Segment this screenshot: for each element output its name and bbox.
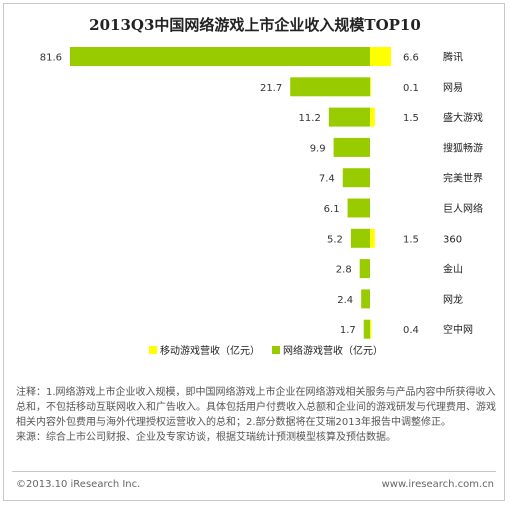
label-mobile-1: 0.1 [403, 83, 419, 94]
chart-title: 2013Q3中国网络游戏上市企业收入规模TOP10 [89, 16, 421, 34]
bar-network-5 [347, 198, 370, 218]
category-label-4: 完美世界 [443, 172, 483, 185]
notes-annotation: 注释：1.网络游戏上市企业收入规模，即中国网络游戏上市企业在网络游戏相关服务与产… [16, 387, 496, 428]
category-label-7: 金山 [443, 263, 463, 276]
category-label-9: 空中网 [443, 323, 473, 336]
label-network-3: 9.9 [310, 143, 326, 154]
label-network-2: 11.2 [299, 113, 321, 124]
label-network-6: 5.2 [327, 234, 343, 245]
notes-source: 来源：综合上市公司财报、企业及专家访谈，根据艾瑞统计预测模型核算及预估数据。 [16, 432, 396, 443]
bar-network-0 [70, 47, 370, 66]
label-network-7: 2.8 [336, 265, 352, 276]
label-mobile-9: 0.4 [403, 325, 419, 336]
category-label-6: 360 [443, 234, 462, 245]
label-network-9: 1.7 [340, 325, 356, 336]
footer-divider [12, 471, 496, 472]
bar-network-8 [361, 289, 370, 309]
label-mobile-6: 1.5 [403, 234, 419, 245]
bar-mobile-9 [370, 319, 372, 339]
bar-mobile-1 [370, 77, 371, 97]
bar-network-3 [333, 137, 370, 157]
bar-network-1 [290, 77, 370, 97]
legend-label-1: 网络游戏营收（亿元） [283, 344, 383, 357]
category-label-1: 网易 [443, 82, 463, 94]
legend-swatch-1 [272, 346, 280, 354]
chart-notes: 注释：1.网络游戏上市企业收入规模，即中国网络游戏上市企业在网络游戏相关服务与产… [16, 385, 502, 445]
category-label-5: 巨人网络 [443, 202, 483, 215]
category-label-8: 网龙 [443, 293, 463, 306]
bar-mobile-2 [370, 107, 375, 127]
category-label-0: 腾讯 [443, 51, 463, 64]
bar-mobile-0 [370, 47, 391, 66]
category-label-3: 搜狐畅游 [443, 141, 483, 154]
label-mobile-2: 1.5 [403, 113, 419, 124]
bar-network-6 [350, 228, 370, 248]
legend-label-0: 移动游戏营收（亿元） [160, 344, 260, 357]
bar-network-2 [328, 107, 370, 127]
label-mobile-0: 6.6 [403, 53, 419, 64]
label-network-4: 7.4 [319, 174, 335, 185]
bar-mobile-6 [370, 228, 375, 248]
bar-chart: 81.6 6.6 腾讯 21.7 0.1 网易 11.2 1.5 盛大游戏 9.9 搜狐畅游 7.4 完… [40, 47, 483, 357]
label-network-1: 21.7 [260, 83, 282, 94]
footer-copyright: ©2013.10 iResearch Inc. [16, 479, 141, 490]
legend-swatch-0 [149, 346, 157, 354]
chart-frame [3, 3, 505, 501]
label-network-5: 6.1 [324, 204, 340, 215]
footer-site: www.iresearch.com.cn [381, 479, 494, 490]
label-network-8: 2.4 [337, 295, 353, 306]
label-network-0: 81.6 [40, 53, 62, 64]
category-label-2: 盛大游戏 [443, 111, 483, 124]
bar-network-4 [342, 168, 370, 188]
bar-network-9 [363, 319, 370, 339]
bar-network-7 [359, 259, 370, 279]
